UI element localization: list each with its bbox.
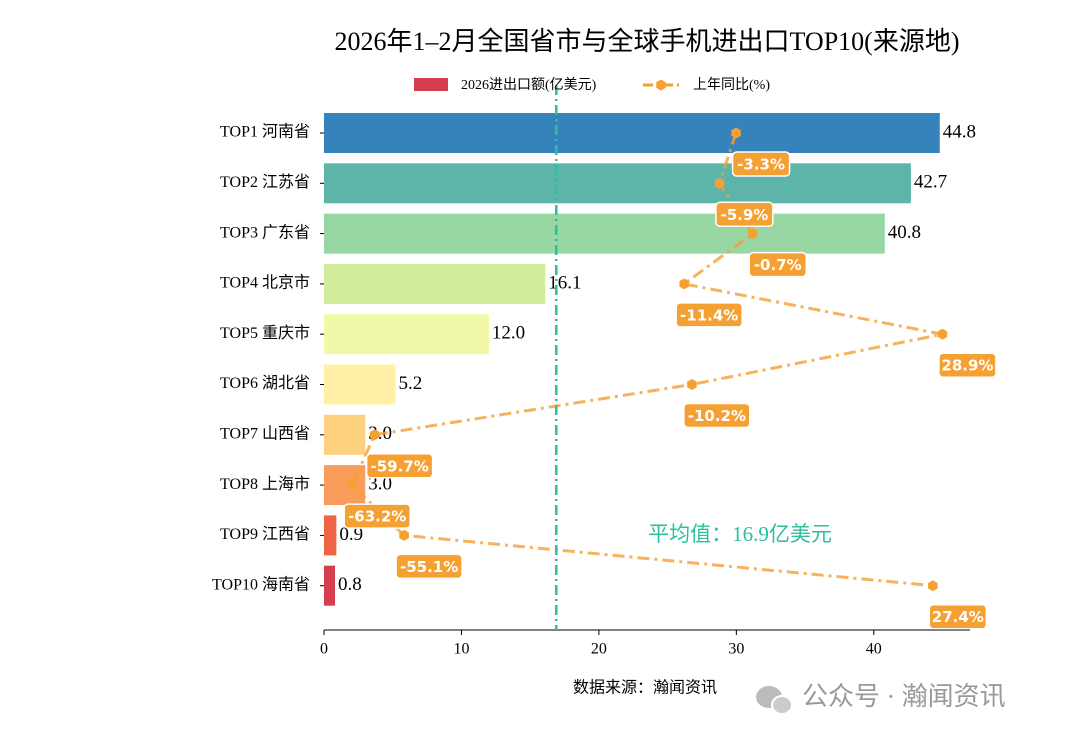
- yoy-label: -3.3%: [737, 156, 785, 174]
- yoy-label-box: [365, 453, 434, 479]
- y-tick-label: TOP7 山西省: [220, 424, 310, 442]
- x-tick-label: 40: [866, 641, 882, 658]
- y-tick-label: TOP1 河南省: [220, 123, 310, 141]
- bar-value-label: 42.7: [914, 172, 947, 193]
- yoy-label-box: [731, 151, 791, 177]
- mean-annotation: 平均值：16.9亿美元: [648, 522, 832, 546]
- y-tick-label: TOP5 重庆市: [220, 324, 310, 342]
- bar: [324, 515, 337, 556]
- bar: [324, 113, 940, 153]
- bar-value-label: 16.1: [548, 272, 581, 293]
- bar: [324, 263, 546, 304]
- watermark: 公众号 · 瀚闻资讯: [802, 682, 1006, 711]
- bar-value-label: 3.0: [368, 473, 392, 494]
- yoy-marker: [714, 177, 725, 189]
- chart-title: 2026年1–2月全国省市与全球手机进出口TOP10(来源地): [335, 27, 960, 56]
- x-axis-label: 数据来源：瀚闻资讯: [573, 679, 717, 697]
- y-tick-label: TOP2 江苏省: [220, 173, 310, 191]
- y-tick-label: TOP10 海南省: [212, 575, 310, 593]
- bar: [324, 364, 396, 405]
- yoy-label: -59.7%: [370, 457, 428, 475]
- yoy-marker: [937, 328, 948, 340]
- yoy-marker: [731, 127, 741, 139]
- y-tick-label: TOP8 上海市: [220, 475, 310, 493]
- yoy-label: -55.1%: [400, 558, 458, 576]
- bar: [324, 314, 489, 355]
- bar-value-label: 44.8: [943, 121, 976, 142]
- bar-value-label: 5.2: [398, 373, 422, 394]
- legend-label: 上年同比(%): [693, 77, 770, 93]
- bar: [324, 565, 335, 606]
- x-tick-label: 30: [728, 641, 744, 658]
- yoy-label: -10.2%: [688, 407, 746, 425]
- yoy-marker: [399, 529, 409, 541]
- watermark-icon: [756, 686, 793, 715]
- yoy-label: 27.4%: [932, 608, 984, 626]
- y-tick-label: TOP3 广东省: [220, 223, 310, 241]
- yoy-marker: [679, 278, 689, 290]
- x-tick-label: 10: [453, 641, 469, 658]
- yoy-label: -63.2%: [348, 508, 406, 526]
- yoy-label: 28.9%: [941, 357, 993, 375]
- yoy-label-box: [748, 251, 807, 278]
- legend-swatch: [656, 79, 666, 91]
- yoy-label: -0.7%: [754, 256, 802, 274]
- yoy-label-box: [675, 302, 743, 328]
- yoy-marker: [347, 479, 357, 491]
- bar: [324, 163, 911, 204]
- yoy-marker: [928, 580, 938, 592]
- bar: [324, 414, 366, 455]
- yoy-label-box: [343, 503, 411, 529]
- bar-value-label: 40.8: [888, 222, 921, 243]
- yoy-label: -5.9%: [721, 206, 769, 224]
- legend-label: 2026进出口额(亿美元): [461, 77, 597, 93]
- yoy-label-box: [928, 603, 988, 630]
- x-tick-label: 20: [591, 641, 607, 658]
- yoy-label-box: [938, 352, 997, 378]
- y-tick-label: TOP4 北京市: [220, 274, 310, 292]
- y-tick-label: TOP9 江西省: [220, 525, 310, 543]
- x-tick-label: 0: [320, 641, 328, 658]
- bar-value-label: 0.9: [339, 524, 363, 545]
- yoy-marker: [369, 429, 380, 441]
- bar: [324, 213, 885, 254]
- bar-value-label: 0.8: [338, 574, 362, 595]
- y-tick-label: TOP6 湖北省: [220, 374, 310, 392]
- legend-swatch: [414, 78, 448, 91]
- bar-value-label: 12.0: [492, 323, 525, 344]
- yoy-label: -11.4%: [680, 306, 738, 324]
- yoy-label-box: [395, 553, 463, 580]
- yoy-label-box: [715, 201, 774, 228]
- yoy-label-box: [683, 402, 751, 429]
- yoy-marker: [687, 379, 697, 390]
- yoy-marker: [748, 228, 758, 240]
